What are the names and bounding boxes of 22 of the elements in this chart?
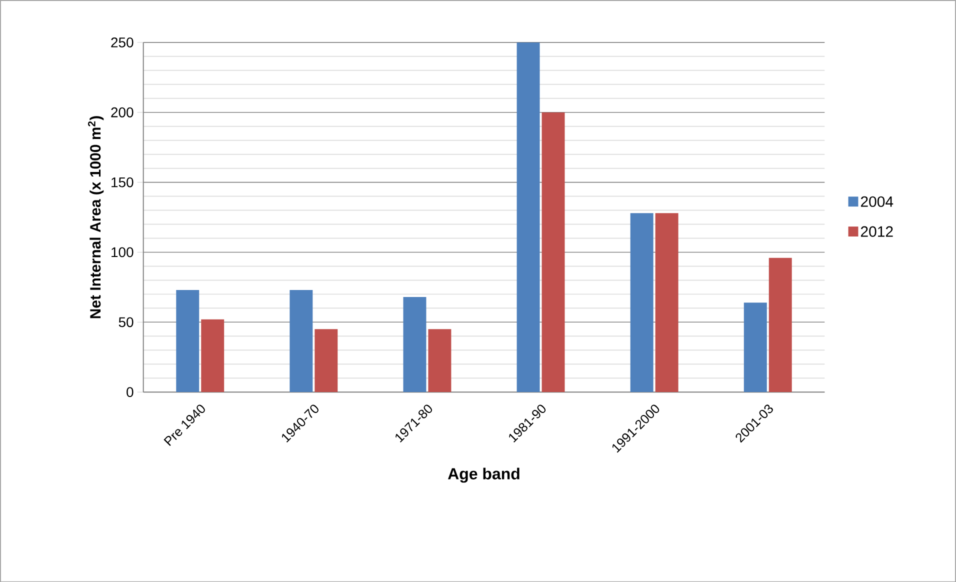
bar — [744, 302, 767, 392]
bar — [655, 212, 678, 392]
y-tick-label: 200 — [111, 107, 134, 118]
bar — [428, 328, 452, 392]
bar — [516, 42, 540, 392]
bar — [314, 328, 338, 392]
legend-label: 2004 — [860, 196, 894, 207]
legend-label: 2012 — [860, 226, 893, 237]
bar — [290, 290, 313, 392]
y-tick-label: 150 — [112, 177, 134, 188]
y-tick-label: 250 — [111, 37, 134, 48]
bar — [201, 319, 224, 392]
bar — [542, 112, 565, 392]
bar — [768, 258, 792, 392]
bar — [176, 290, 200, 392]
y-tick-label: 100 — [112, 247, 134, 257]
x-axis-title: Age band — [448, 468, 520, 482]
bar — [630, 212, 654, 392]
y-tick-label: 50 — [118, 317, 134, 327]
bar — [403, 296, 426, 392]
y-tick-label: 0 — [126, 386, 134, 397]
y-axis-title: Net Internal Area (x 1000 m$^{2}$) — [88, 116, 104, 318]
